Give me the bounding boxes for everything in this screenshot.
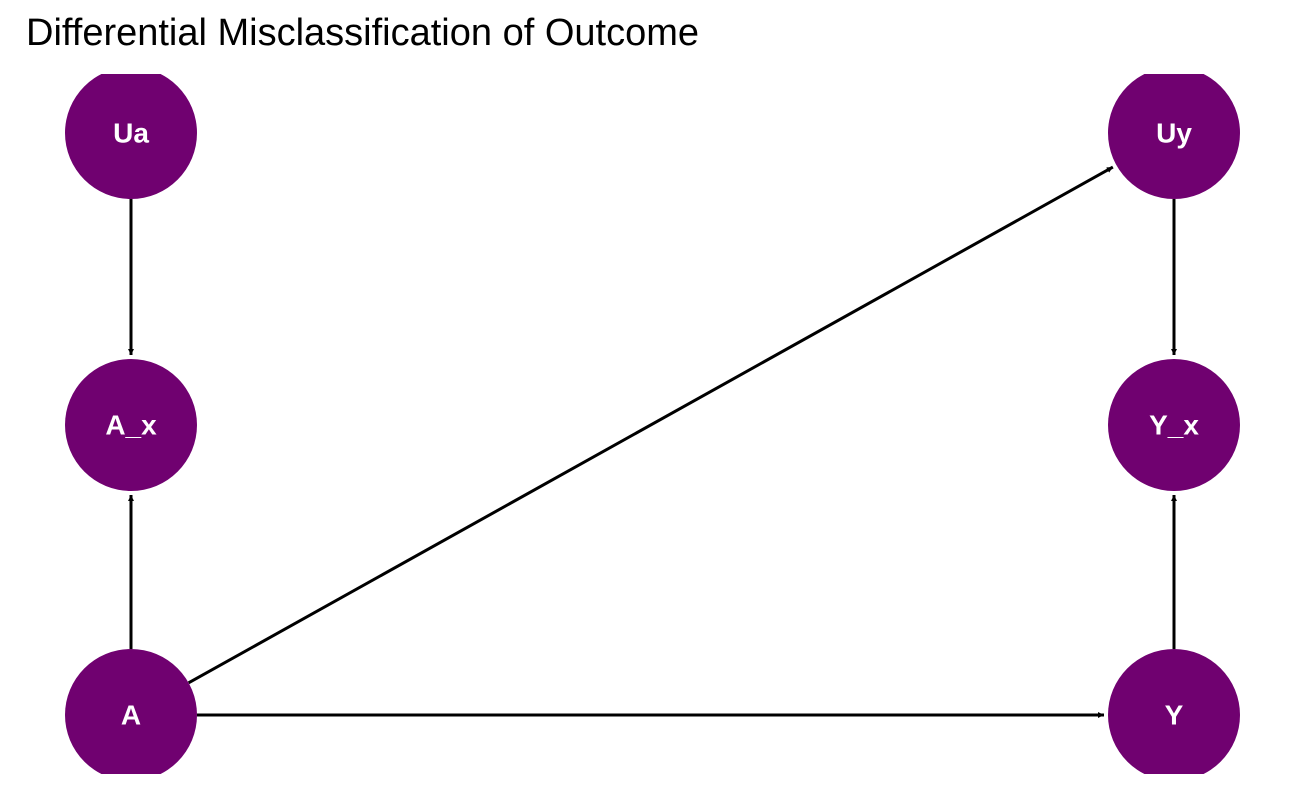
diagram-title: Differential Misclassification of Outcom…	[26, 12, 699, 54]
node-circle-y-x	[1108, 359, 1240, 491]
node-circle-a-x	[65, 359, 197, 491]
edge-a-to-uy	[187, 165, 1114, 685]
node-a: A	[65, 649, 197, 774]
node-label-y-x: Y_x	[1149, 410, 1199, 441]
node-a-x: A_x	[65, 359, 197, 491]
node-label-uy: Uy	[1156, 118, 1192, 149]
node-y: Y	[1108, 649, 1240, 774]
node-circle-uy	[1108, 74, 1240, 199]
node-ua: Ua	[65, 74, 197, 199]
node-label-a: A	[121, 700, 141, 731]
edges-layer	[128, 165, 1177, 718]
node-uy: Uy	[1108, 74, 1240, 199]
node-circle-ua	[65, 74, 197, 199]
node-label-ua: Ua	[113, 118, 149, 149]
node-circle-y	[1108, 649, 1240, 774]
nodes-layer: Ua Uy A_x Y_x A Y	[65, 74, 1240, 774]
node-circle-a	[65, 649, 197, 774]
node-y-x: Y_x	[1108, 359, 1240, 491]
node-label-y: Y	[1165, 700, 1184, 731]
node-label-a-x: A_x	[105, 410, 157, 441]
